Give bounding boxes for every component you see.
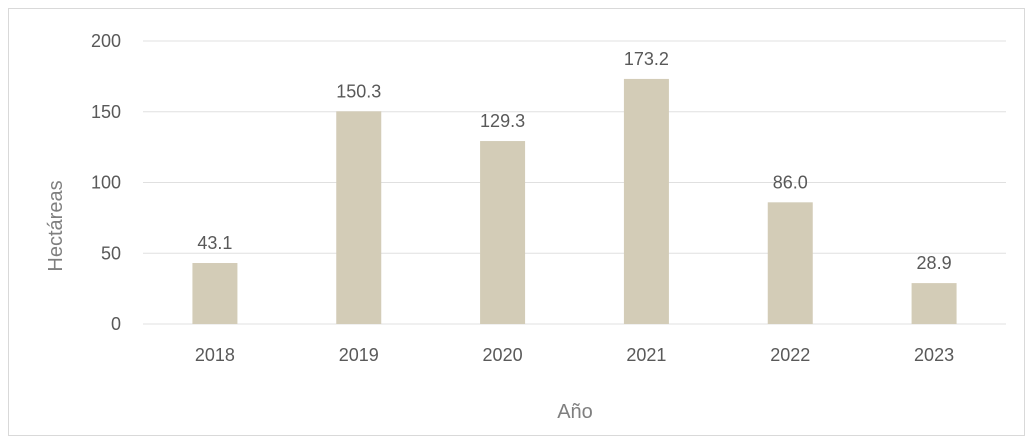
x-axis-title: Año: [557, 401, 593, 423]
y-tick-label: 100: [91, 173, 121, 193]
x-tick-label: 2020: [483, 345, 523, 365]
data-label-2018: 43.1: [197, 233, 232, 253]
y-axis-ticks: 0 50 100 150 200: [91, 31, 121, 334]
x-axis-ticks: 2018 2019 2020 2021 2022 2023: [195, 345, 954, 365]
y-tick-label: 150: [91, 102, 121, 122]
bars: [192, 78, 957, 324]
x-tick-label: 2018: [195, 345, 235, 365]
data-label-2019: 150.3: [336, 81, 381, 101]
y-tick-label: 0: [111, 314, 121, 334]
gridlines: [143, 40, 1006, 325]
bar-2021: [623, 78, 669, 324]
y-axis-title: Hectáreas: [45, 180, 67, 271]
data-label-2023: 28.9: [917, 253, 952, 273]
y-tick-label: 200: [91, 31, 121, 51]
data-label-2021: 173.2: [624, 49, 669, 69]
data-labels: 43.1 150.3 129.3 173.2 86.0 28.9: [197, 49, 951, 273]
bar-2018: [192, 263, 238, 324]
x-tick-label: 2019: [339, 345, 379, 365]
bar-2022: [767, 202, 813, 324]
bar-2020: [480, 141, 526, 324]
y-tick-label: 50: [101, 243, 121, 263]
bar-2023: [911, 283, 957, 324]
bar-2019: [336, 111, 382, 324]
x-tick-label: 2023: [914, 345, 954, 365]
data-label-2020: 129.3: [480, 111, 525, 131]
data-label-2022: 86.0: [773, 172, 808, 192]
x-tick-label: 2022: [770, 345, 810, 365]
x-tick-label: 2021: [626, 345, 666, 365]
